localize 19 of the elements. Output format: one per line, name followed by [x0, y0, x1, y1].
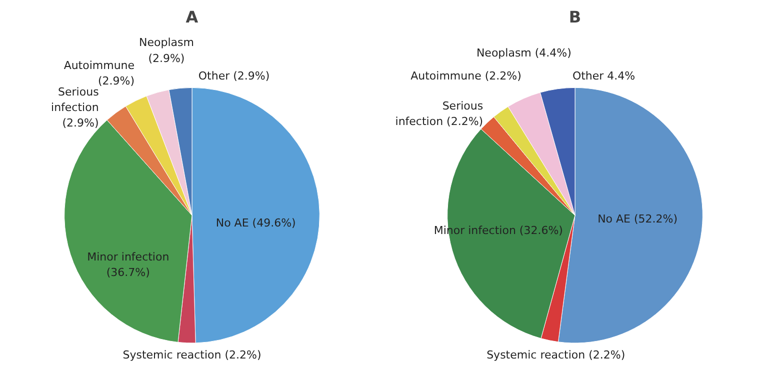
slice-label: Minor infection: [87, 250, 170, 264]
slice-label: No AE (52.2%): [598, 212, 678, 226]
slice-label: Neoplasm (4.4%): [476, 46, 572, 60]
data-label: (2.9%): [62, 116, 99, 130]
chart-title: A: [186, 8, 199, 26]
slice-label: Autoimmune: [64, 59, 135, 72]
data-label: (2.9%): [98, 74, 135, 88]
slice-label: Other 4.4%: [572, 69, 636, 82]
chart-title: B: [568, 8, 582, 26]
slice-label: Neoplasm: [138, 36, 194, 50]
data-label: (2.9%): [148, 52, 185, 65]
data-label: (36.7%): [106, 266, 150, 280]
slice-label: No AE (49.6%): [216, 216, 296, 230]
slice-label: Systemic reaction (2.2%): [122, 348, 262, 362]
slice-label: Serious infection (2.2%): [395, 100, 484, 128]
slice-label: Other (2.9%): [198, 69, 270, 82]
slice-label: Autoimmune (2.2%): [410, 69, 522, 82]
slice-label: Serious infection: [51, 85, 100, 114]
slice-label: Systemic reaction (2.2%): [486, 348, 626, 362]
